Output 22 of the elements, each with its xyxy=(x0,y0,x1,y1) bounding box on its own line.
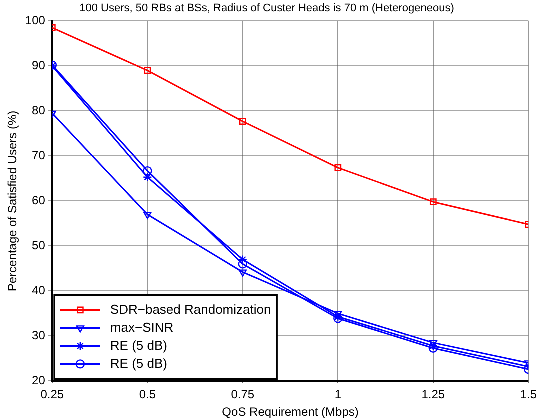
y-tick-label: 70 xyxy=(32,148,46,163)
x-axis-title: QoS Requirement (Mbps) xyxy=(222,405,359,420)
chart-title: 100 Users, 50 RBs at BSs, Radius of Custer Heads is 70 m (Heterogeneous) xyxy=(80,2,454,15)
y-tick-label: 20 xyxy=(32,374,46,388)
y-tick-label: 50 xyxy=(32,238,46,253)
x-tick-label: 1.5 xyxy=(520,388,538,402)
legend-label: max−SINR xyxy=(110,320,174,335)
x-tick-label: 1.25 xyxy=(422,388,446,402)
y-axis-title: Percentage of Satisfied Users (%) xyxy=(6,110,20,292)
x-tick-label: 0.75 xyxy=(231,388,255,402)
y-tick-label: 100 xyxy=(25,14,46,28)
legend-label: RE (5 dB) xyxy=(110,356,168,371)
y-tick-label: 90 xyxy=(32,58,46,73)
x-tick-label: 0.25 xyxy=(40,388,64,402)
x-tick-label: 1 xyxy=(334,388,342,402)
y-tick-label: 80 xyxy=(32,104,46,118)
legend-label: SDR−based Randomization xyxy=(110,302,272,317)
x-tick-label: 0.5 xyxy=(139,388,156,402)
legend-label: RE (5 dB) xyxy=(110,338,168,353)
y-tick-label: 60 xyxy=(32,194,46,208)
y-tick-label: 40 xyxy=(32,284,46,298)
y-tick-label: 30 xyxy=(32,328,46,343)
